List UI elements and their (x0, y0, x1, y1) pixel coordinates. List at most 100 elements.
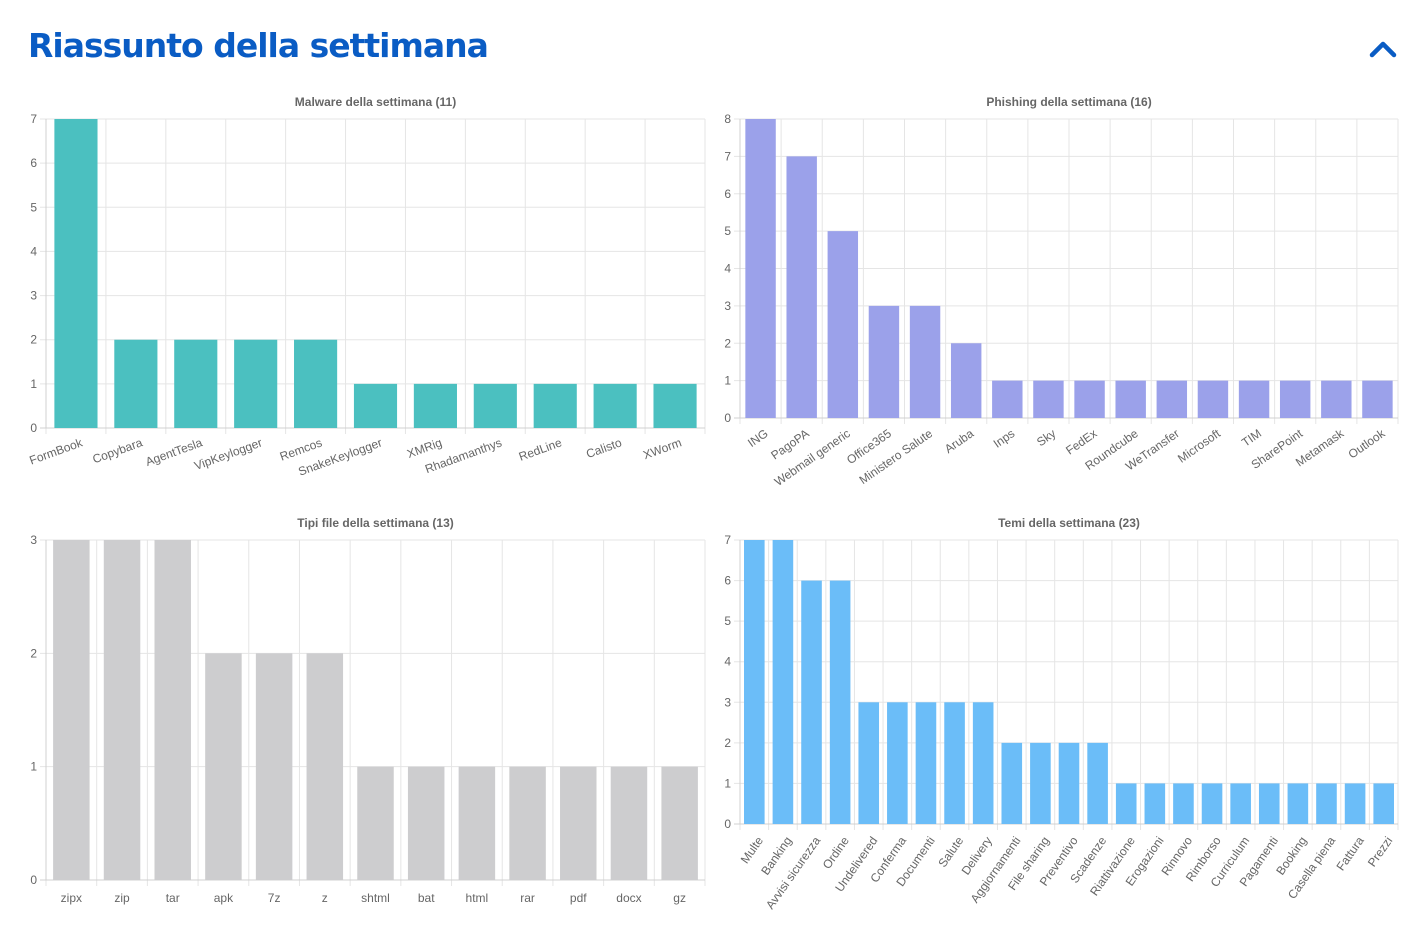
bar-html[interactable] (458, 766, 496, 880)
bar-metamask[interactable] (1321, 380, 1352, 418)
y-tick-label: 4 (724, 655, 731, 669)
y-tick-label: 4 (30, 244, 37, 258)
bar-tim[interactable] (1238, 380, 1270, 418)
bar-snakekeylogger[interactable] (353, 383, 398, 428)
chart-svg: Temi della settimana (23)01234567MulteBa… (724, 516, 1399, 912)
y-tick-label: 6 (30, 156, 37, 170)
y-tick-label: 3 (30, 533, 37, 547)
bar-tar[interactable] (154, 540, 191, 880)
bar-delivery[interactable] (972, 702, 994, 824)
x-tick-label: TIM (1239, 426, 1264, 449)
bar-pagopa[interactable] (786, 156, 817, 418)
x-tick-label: Multe (738, 834, 766, 866)
bar-ordine[interactable] (829, 580, 851, 824)
bar-rar[interactable] (509, 766, 546, 880)
bar-sky[interactable] (1033, 380, 1064, 418)
y-tick-label: 3 (724, 299, 731, 313)
bar-fedex[interactable] (1074, 380, 1105, 418)
x-tick-label: z (322, 891, 328, 905)
x-tick-label: Outlook (1346, 426, 1389, 462)
bar-rhadamanthys[interactable] (473, 383, 517, 428)
chart-title: Temi della settimana (23) (998, 516, 1140, 530)
y-tick-label: 2 (724, 336, 731, 350)
bar-banking[interactable] (772, 540, 794, 824)
bar-vipkeylogger[interactable] (234, 339, 278, 428)
bar-docx[interactable] (610, 766, 648, 880)
bar-copybara[interactable] (114, 339, 158, 428)
bar-calisto[interactable] (593, 383, 637, 428)
y-tick-label: 7 (724, 149, 731, 163)
bar-xworm[interactable] (653, 383, 697, 428)
x-tick-label: ING (745, 426, 771, 450)
bar-outlook[interactable] (1362, 380, 1393, 418)
bar-xmrig[interactable] (413, 383, 457, 428)
bar-multe[interactable] (744, 540, 765, 824)
bar-prezzi[interactable] (1373, 783, 1394, 824)
chevron-up-icon (1369, 41, 1397, 58)
bar-rinnovo[interactable] (1173, 783, 1194, 824)
x-tick-label: Webmail generic (772, 426, 853, 489)
bar-casella-piena[interactable] (1316, 783, 1337, 824)
bar-gz[interactable] (661, 766, 698, 880)
chart-title: Malware della settimana (11) (295, 95, 456, 109)
y-tick-label: 5 (724, 614, 731, 628)
y-tick-label: 6 (724, 574, 731, 588)
bar-bat[interactable] (407, 766, 445, 880)
bar-webmail-generic[interactable] (827, 231, 859, 418)
bar-undelivered[interactable] (858, 702, 880, 824)
bar-inps[interactable] (992, 380, 1023, 418)
bar-shtml[interactable] (357, 766, 394, 880)
bar-aggiornamenti[interactable] (1001, 742, 1023, 824)
bar-scadenze[interactable] (1087, 742, 1108, 824)
bar-avvisi-sicurezza[interactable] (801, 580, 822, 824)
bar-rimborso[interactable] (1201, 783, 1223, 824)
x-tick-label: Sky (1034, 426, 1058, 449)
bar-fattura[interactable] (1344, 783, 1366, 824)
bar-roundcube[interactable] (1115, 380, 1146, 418)
x-tick-label: zipx (61, 891, 82, 905)
bar-zipx[interactable] (53, 540, 90, 880)
y-tick-label: 1 (724, 776, 731, 790)
bar-salute[interactable] (944, 702, 965, 824)
x-tick-label: RedLine (517, 435, 564, 464)
x-tick-label: Microsoft (1175, 426, 1223, 466)
x-tick-label: apk (214, 891, 234, 905)
bar-erogazioni[interactable] (1144, 783, 1166, 824)
y-tick-label: 1 (30, 760, 37, 774)
bar-booking[interactable] (1287, 783, 1309, 824)
bar-ing[interactable] (745, 119, 776, 418)
x-tick-label: FormBook (28, 435, 86, 467)
x-tick-label: gz (673, 891, 686, 905)
bar-conferma[interactable] (887, 702, 908, 824)
bar-file-sharing[interactable] (1030, 742, 1051, 824)
y-tick-label: 3 (30, 289, 37, 303)
bar-preventivo[interactable] (1058, 742, 1080, 824)
bar-agenttesla[interactable] (174, 339, 218, 428)
collapse-button[interactable] (1364, 34, 1402, 64)
bar-pdf[interactable] (560, 766, 597, 880)
bar-zip[interactable] (103, 540, 141, 880)
bar-sharepoint[interactable] (1279, 380, 1311, 418)
bar-7z[interactable] (255, 653, 293, 880)
x-tick-label: Aruba (942, 426, 977, 456)
bar-office365[interactable] (868, 305, 900, 418)
phishing-chart: Phishing della settimana (16) 0 1 2 3 4 5 6 7 8 IN… (712, 88, 1423, 489)
bar-curriculum[interactable] (1230, 783, 1251, 824)
chart-svg: Phishing della settimana (16) 0 1 2 3 4 5 6 7 8 IN… (724, 95, 1399, 489)
bar-documenti[interactable] (915, 702, 937, 824)
bar-riattivazione[interactable] (1115, 783, 1137, 824)
bar-formbook[interactable] (54, 119, 98, 428)
x-tick-label: docx (616, 891, 641, 905)
y-tick-label: 0 (30, 421, 37, 435)
bar-microsoft[interactable] (1197, 380, 1229, 418)
bar-aruba[interactable] (950, 343, 982, 418)
bar-pagamenti[interactable] (1258, 783, 1280, 824)
bar-remcos[interactable] (294, 339, 338, 428)
x-tick-label: tar (166, 891, 180, 905)
bar-redline[interactable] (533, 383, 577, 428)
bar-wetransfer[interactable] (1156, 380, 1188, 418)
bar-z[interactable] (306, 653, 344, 880)
bar-apk[interactable] (205, 653, 242, 880)
bar-ministero-salute[interactable] (909, 305, 941, 418)
y-tick-label: 6 (724, 187, 731, 201)
